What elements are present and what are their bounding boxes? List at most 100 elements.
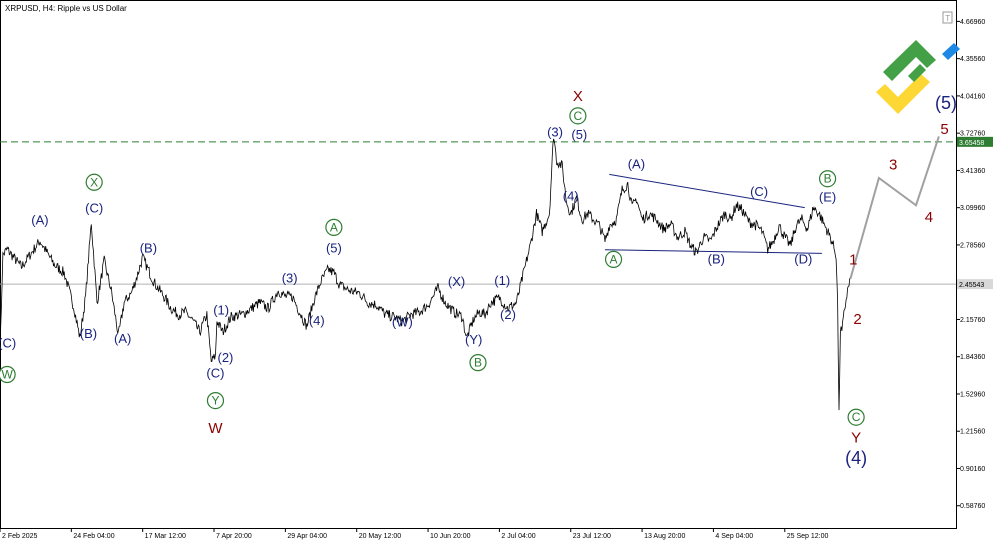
wave-label: X [90,175,98,189]
wave-label: (A) [628,156,645,171]
y-tick-label: 4.04160 [960,93,985,100]
x-tick-label: 7 Apr 20:00 [216,533,252,540]
projection-path [849,136,940,280]
wave-labels: (C)W(A)X(C)(B)(A)(B)(1)(2)(C)YW(3)(4)A(5… [0,88,957,468]
wave-label: 3 [889,157,897,174]
x-tick-label: 10 Jun 20:00 [430,533,471,540]
x-axis: 2 Feb 2025 24 Feb 04:00 17 Mar 12:00 7 Apr … [0,528,829,540]
reference-lines [0,141,956,285]
wave-label: (A) [114,331,131,346]
wave-label: (3) [282,270,298,285]
wave-label: 1 [849,252,857,269]
price-level-badge [957,279,993,290]
wave-label: W [208,420,223,437]
wave-label: (4) [309,313,325,328]
wave-label: (B) [80,326,97,341]
wave-label: 5 [940,121,948,138]
wave-label-circle [85,173,103,191]
x-tick-label: 24 Feb 04:00 [73,533,114,540]
wave-label-circle [604,250,623,269]
plot-frame [0,0,957,529]
price-level-label: 3.65458 [959,140,984,147]
wave-label: 4 [925,209,933,226]
wave-label: (5) [935,93,957,113]
logo-green-bar [908,64,926,82]
x-tick-label: 4 Sep 04:00 [715,533,753,540]
menu-glyph-icon: T [945,14,950,23]
x-tick-label: 2 Jul 04:00 [501,533,535,540]
wave-label: (5) [326,241,342,256]
chart-menu-button[interactable]: T [942,11,953,24]
wave-label: B [474,356,482,370]
triangle-boundary-line [609,173,805,209]
x-tick-label: 23 Jul 12:00 [573,533,611,540]
wave-label: (4) [563,189,579,204]
symbol-label: XRPUSD, H4: Ripple vs US Dollar [5,4,127,13]
wave-label: (B) [140,241,157,256]
wave-label: (1) [494,273,510,288]
wave-label-circle [325,218,343,236]
x-tick-label: 13 Aug 20:00 [644,533,685,540]
projection-line [849,136,940,280]
wave-label: (C) [750,184,768,199]
wave-label-circle [847,408,865,426]
x-tick-label: 2 Feb 2025 [2,533,38,540]
wave-label: (4) [845,448,867,468]
wave-label: (E) [819,190,836,205]
wave-label: C [574,109,583,123]
price-series [0,138,851,411]
wave-label: (C) [206,365,224,380]
price-level-labels: 3.65458 2.45543 [957,136,993,290]
y-tick-label: 3.41360 [960,168,985,175]
wave-label: (D) [794,251,812,266]
x-tick-label: 29 Apr 04:00 [287,533,327,540]
wave-label: 2 [853,311,861,328]
wave-label: (5) [571,127,587,142]
wave-label: (2) [217,350,233,365]
wave-label: C [852,410,861,424]
price-line [0,138,851,411]
y-tick-label: 2.78560 [960,242,985,249]
wave-label: (W) [392,314,413,329]
wave-label: W [1,367,13,381]
x-tick-label: 20 May 12:00 [359,533,402,540]
price-level-label: 2.45543 [959,282,984,289]
y-tick-label: 2.15760 [960,317,985,324]
wave-label: A [330,220,338,234]
y-tick-label: 4.35560 [960,56,985,63]
wave-label: (B) [708,251,725,266]
wave-label: B [824,172,832,186]
wave-label-circle [569,107,587,125]
y-tick-label: 0.90160 [960,466,985,473]
wave-label: (Y) [465,332,482,347]
wave-label: (X) [448,274,465,289]
y-tick-label: 3.09960 [960,205,985,212]
wave-label: (3) [547,124,563,139]
y-tick-label: 1.21560 [960,429,985,436]
y-tick-label: 1.84360 [960,354,985,361]
wave-label: X [573,88,583,105]
wave-label-circle [0,365,16,384]
brand-logo [876,40,960,114]
y-tick-label: 4.66960 [960,19,985,26]
x-tick-label: 25 Sep 12:00 [787,533,829,540]
logo-green-chevron [883,40,936,81]
logo-blue-bar [942,43,960,60]
wave-label: A [610,252,618,266]
wave-label: (2) [500,307,516,322]
x-tick-label: 17 Mar 12:00 [145,533,186,540]
wave-label-circle [206,392,225,410]
wave-label: (1) [213,302,229,317]
wave-label-circle [469,354,487,372]
wave-label: Y [211,394,219,408]
wave-label: (A) [31,212,48,227]
y-tick-label: 3.72760 [960,131,985,138]
triangle-boundary-line [604,249,822,254]
price-level-badge [957,136,993,147]
y-tick-label: 1.52960 [960,391,985,398]
wave-label: Y [851,430,861,447]
triangle-lines [604,173,822,254]
wave-label-circle [818,170,837,188]
